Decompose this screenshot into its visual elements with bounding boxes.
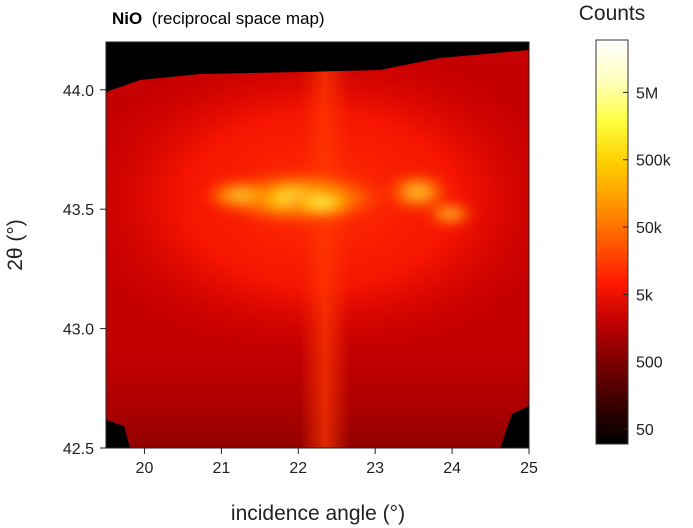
chart-title: NiO (reciprocal space map) — [112, 9, 325, 28]
chart-title-rest: (reciprocal space map) — [152, 9, 325, 28]
y-axis-label: 2θ (°) — [4, 219, 27, 271]
colorbar-tick-label: 5M — [636, 85, 658, 102]
plot-frame — [105, 41, 530, 449]
colorbar-tick-label: 500 — [636, 355, 663, 372]
peak-right-lower — [424, 202, 476, 226]
colorbar-tick-label: 50k — [636, 220, 663, 237]
colorbar-ticks: 50 500 5k 50k 500k 5M — [623, 85, 672, 439]
x-tick-label: 24 — [443, 460, 461, 477]
y-tick-label: 42.5 — [63, 441, 94, 458]
heatmap-bottom-right-corner — [500, 406, 529, 448]
x-tick-label: 22 — [289, 460, 307, 477]
peak-left-shoulder — [200, 179, 280, 211]
chart-title-bold: NiO — [112, 9, 142, 28]
x-axis-ticks: 20 21 22 23 24 25 — [136, 448, 538, 477]
x-tick-label: 23 — [366, 460, 384, 477]
x-tick-label: 25 — [520, 460, 538, 477]
peak-right — [384, 172, 452, 212]
colorbar-title: Counts — [579, 2, 646, 25]
colorbar-tick-label: 500k — [636, 153, 672, 170]
y-tick-label: 44.0 — [63, 83, 94, 100]
x-axis-label: incidence angle (°) — [231, 502, 405, 525]
heatmap-vertical-streak — [300, 42, 350, 448]
x-tick-label: 21 — [212, 460, 230, 477]
heatmap-bottom-left-corner — [106, 420, 130, 448]
y-tick-label: 43.5 — [63, 202, 94, 219]
x-tick-label: 20 — [136, 460, 154, 477]
colorbar — [595, 39, 629, 445]
colorbar-tick-label: 5k — [636, 287, 654, 304]
heatmap-top-dark-band — [106, 42, 529, 92]
colorbar-tick-label: 50 — [636, 422, 654, 439]
peak-main-core — [282, 187, 362, 219]
y-axis-ticks: 42.5 43.0 43.5 44.0 — [63, 83, 106, 458]
heatmap — [106, 42, 529, 448]
y-tick-label: 43.0 — [63, 322, 94, 339]
